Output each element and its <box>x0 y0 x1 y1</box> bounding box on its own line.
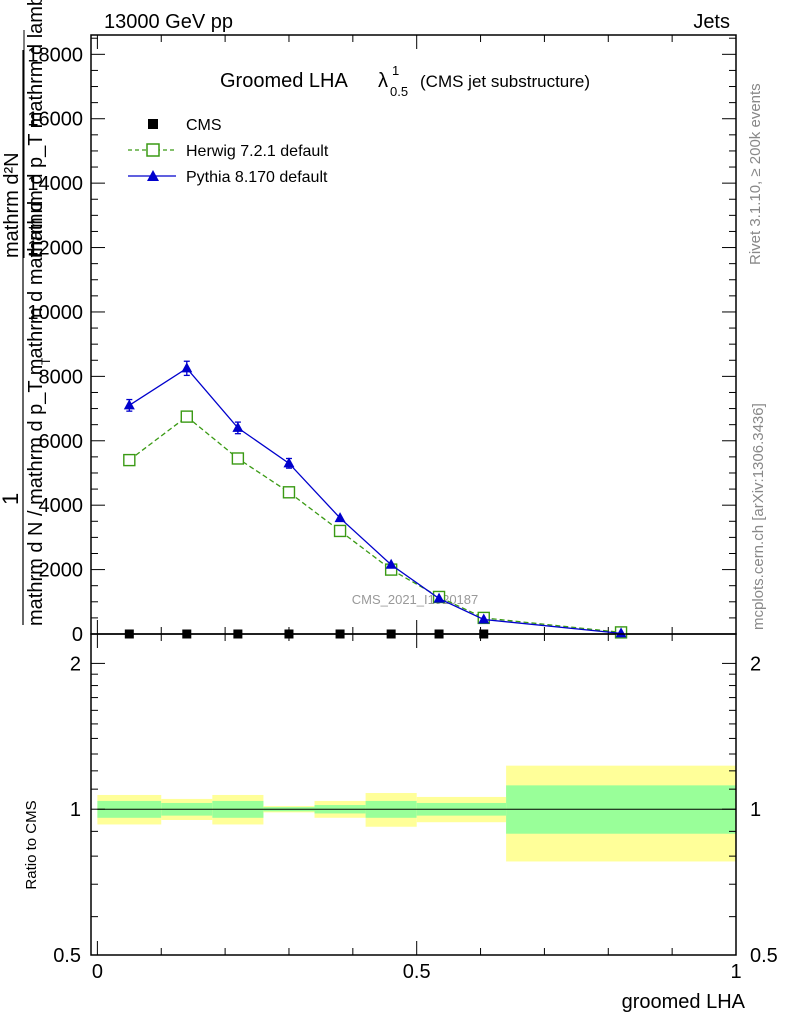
data-point-herwig <box>231 452 245 465</box>
main-y-tick-label: 14000 <box>27 173 83 195</box>
data-point-pythia <box>433 592 445 603</box>
legend-label-cms: CMS <box>186 117 222 134</box>
ratio-y-axis: 0.5 0.5 1 1 2 2 <box>53 653 778 967</box>
chart-title: Groomed LHA λ 1 0.5 (CMS jet substructur… <box>220 63 590 99</box>
main-y-label: 1 mathrm d N / mathrm d p_T mathrm d mat… <box>0 0 53 626</box>
data-point-herwig <box>123 453 136 467</box>
data-point-pythia <box>615 627 627 638</box>
ratio-frame-box <box>90 633 737 956</box>
main-y-tick-label: 18000 <box>27 44 83 66</box>
y-label-denominator: mathrm d N / mathrm d p_T mathrm d mathr… <box>25 201 47 626</box>
ratio-y-tick-label: 1 <box>70 799 81 821</box>
ratio-frame <box>90 633 737 956</box>
ratio-y-tick-label: 0.5 <box>53 945 81 967</box>
y-label-numerator: mathrm d²N <box>1 152 23 258</box>
main-y-tick-label: 16000 <box>27 109 83 131</box>
data-point-herwig <box>282 486 296 499</box>
legend-marker-cms <box>148 119 158 129</box>
chart-title-sub: 0.5 <box>390 84 408 99</box>
legend-marker-herwig <box>146 143 160 157</box>
x-tick-label: 0 <box>92 961 103 983</box>
main-y-tick-label: 8000 <box>39 366 84 388</box>
ratio-y-label: Ratio to CMS <box>23 800 40 889</box>
mcplots-label: mcplots.cern.ch [arXiv:1306.3436] <box>750 403 767 630</box>
chart-title-symbol: λ <box>378 70 388 92</box>
main-y-tick-label: 0 <box>72 624 83 646</box>
main-y-tick-label: 6000 <box>39 431 84 453</box>
data-point-pythia <box>123 399 135 410</box>
legend: CMS Herwig 7.2.1 default Pythia 8.170 de… <box>128 117 329 186</box>
x-tick-label: 0.5 <box>403 961 431 983</box>
chart-title-text: Groomed LHA <box>220 70 348 92</box>
data-point-pythia <box>385 558 397 569</box>
data-point-pythia <box>283 457 295 468</box>
legend-label-herwig: Herwig 7.2.1 default <box>186 143 329 160</box>
main-y-tick-label: 2000 <box>39 560 84 582</box>
data-point-herwig <box>180 410 193 423</box>
header-left: 13000 GeV pp <box>104 11 233 33</box>
data-point-pythia <box>181 362 193 373</box>
chart-subtitle: (CMS jet substructure) <box>420 72 590 91</box>
data-point-herwig <box>333 524 347 538</box>
data-point-pythia <box>478 613 490 624</box>
ratio-y-tick-label-right: 2 <box>750 653 761 675</box>
main-y-tick-label: 10000 <box>27 302 83 324</box>
main-y-tick-label: 12000 <box>27 238 83 260</box>
rivet-label: Rivet 3.1.10, ≥ 200k events <box>747 83 764 265</box>
main-series <box>123 360 628 639</box>
header-right: Jets <box>693 11 730 33</box>
analysis-watermark: CMS_2021_I1920187 <box>352 592 479 607</box>
ratio-bands <box>97 765 736 862</box>
y-label-sub-t: T <box>39 357 53 365</box>
ratio-x-axis: 0 0.5 1 <box>92 634 742 983</box>
chart-title-sup: 1 <box>392 63 399 78</box>
x-tick-label: 1 <box>730 961 741 983</box>
legend-marker-pythia <box>147 170 159 181</box>
ratio-y-tick-label: 2 <box>70 653 81 675</box>
y-label-inner-denominator: mathrm d p_T mathrm d lambda <box>25 0 47 258</box>
main-y-axis: 0 2000 4000 6000 8000 10000 12000 14000 16000 180… <box>27 35 737 646</box>
data-point-pythia <box>334 512 346 523</box>
ratio-y-tick-label-right: 1 <box>750 799 761 821</box>
data-point-pythia <box>232 421 244 432</box>
y-label-one: 1 <box>0 493 23 505</box>
ratio-y-tick-label-right: 0.5 <box>750 945 778 967</box>
legend-label-pythia: Pythia 8.170 default <box>186 169 328 186</box>
main-y-tick-label: 4000 <box>39 495 84 517</box>
x-axis-label: groomed LHA <box>622 991 746 1013</box>
